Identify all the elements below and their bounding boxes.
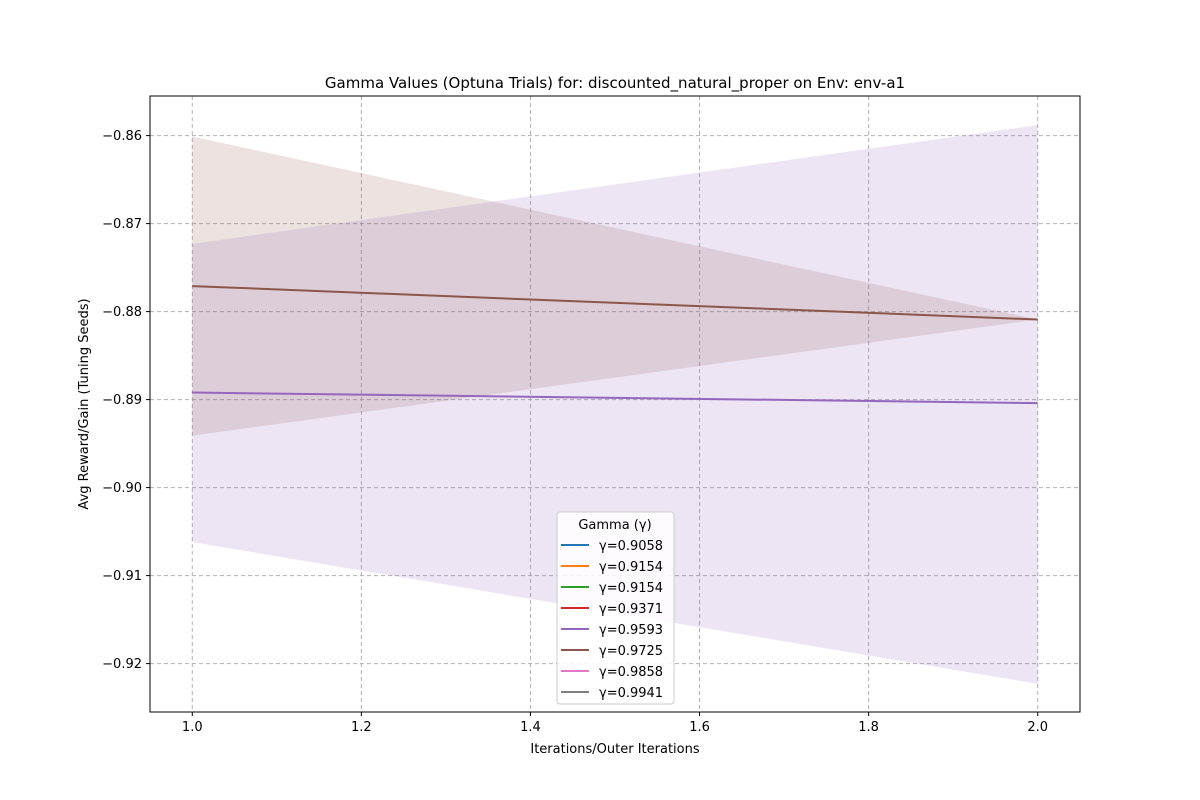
- legend-label: γ=0.9941: [599, 686, 663, 701]
- legend-label: γ=0.9725: [599, 644, 663, 659]
- legend-label: γ=0.9154: [599, 581, 663, 596]
- y-axis-ticks: −0.86 −0.87 −0.88 −0.89 −0.90 −0.91 −0.92: [102, 129, 150, 672]
- legend-box: [556, 511, 675, 705]
- x-tick-label: 2.0: [1027, 720, 1048, 735]
- legend-item: γ=0.9058: [561, 539, 663, 554]
- y-tick-label: −0.91: [102, 569, 142, 584]
- legend-item: γ=0.9593: [561, 623, 663, 638]
- legend-label: γ=0.9154: [599, 560, 663, 575]
- legend-item: γ=0.9371: [561, 602, 663, 617]
- y-tick-label: −0.92: [102, 657, 142, 672]
- confidence-band-series-4: [192, 125, 1038, 684]
- x-tick-label: 1.0: [182, 720, 203, 735]
- legend-items: γ=0.9058 γ=0.9154 γ=0.9154 γ=0.9371 γ=0.9593…: [561, 539, 663, 701]
- y-tick-label: −0.86: [102, 129, 142, 144]
- y-tick-label: −0.89: [102, 393, 142, 408]
- legend-title: Gamma (γ): [578, 518, 651, 533]
- legend-item: γ=0.9154: [561, 560, 663, 575]
- x-tick-label: 1.6: [689, 720, 710, 735]
- series-lines: [192, 285, 1038, 405]
- x-axis-ticks: 1.0 1.2 1.4 1.6 1.8 2.0: [182, 712, 1048, 735]
- series-line-5: [192, 285, 1038, 321]
- legend-item: γ=0.9941: [561, 686, 663, 701]
- confidence-band-series-5: [192, 136, 1038, 436]
- legend-label: γ=0.9058: [599, 539, 663, 554]
- x-tick-label: 1.8: [858, 720, 879, 735]
- y-tick-label: −0.87: [102, 217, 142, 232]
- series-line-4: [192, 391, 1038, 405]
- chart-title: Gamma Values (Optuna Trials) for: discou…: [325, 74, 905, 93]
- y-axis-label: Avg Reward/Gain (Tuning Seeds): [77, 298, 92, 509]
- legend-label: γ=0.9371: [599, 602, 663, 617]
- x-tick-label: 1.2: [351, 720, 372, 735]
- legend-item: γ=0.9725: [561, 644, 663, 659]
- y-tick-label: −0.90: [102, 481, 142, 496]
- plot-frame: [149, 95, 1081, 713]
- legend-label: γ=0.9858: [599, 665, 663, 680]
- legend-label: γ=0.9593: [599, 623, 663, 638]
- legend-item: γ=0.9154: [561, 581, 663, 596]
- x-axis-label: Iterations/Outer Iterations: [530, 742, 699, 757]
- y-tick-label: −0.88: [102, 305, 142, 320]
- x-tick-label: 1.4: [520, 720, 541, 735]
- confidence-bands: [192, 125, 1038, 684]
- legend-item: γ=0.9858: [561, 665, 663, 680]
- legend: Gamma (γ) γ=0.9058 γ=0.9154 γ=0.9154 γ=0.93…: [556, 511, 675, 705]
